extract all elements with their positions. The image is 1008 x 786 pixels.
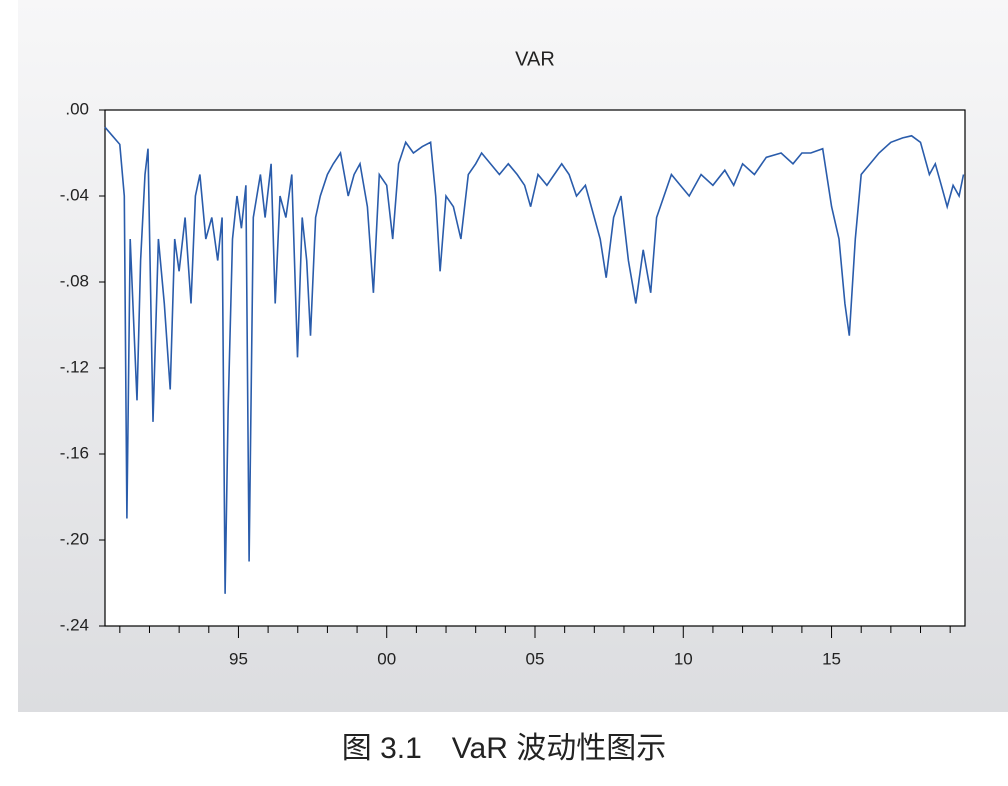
y-tick-label: -.12 [60,357,89,376]
line [104,126,965,594]
y-tick-label: -.24 [60,615,89,634]
y-tick-label: -.04 [60,185,89,204]
y-tick-label: -.08 [60,271,89,290]
x-tick-label: 95 [229,649,248,668]
y-tick-label: -.20 [60,529,89,548]
x-tick-label: 05 [526,649,545,668]
x-tick-label: 10 [674,649,693,668]
y-tick-label: .00 [65,99,89,118]
y-tick-label: -.16 [60,443,89,462]
x-tick-label: 15 [822,649,841,668]
chart-title: VAR [515,48,555,70]
x-tick-label: 00 [377,649,396,668]
caption: 图 3.1 VaR 波动性图示 [342,732,667,765]
